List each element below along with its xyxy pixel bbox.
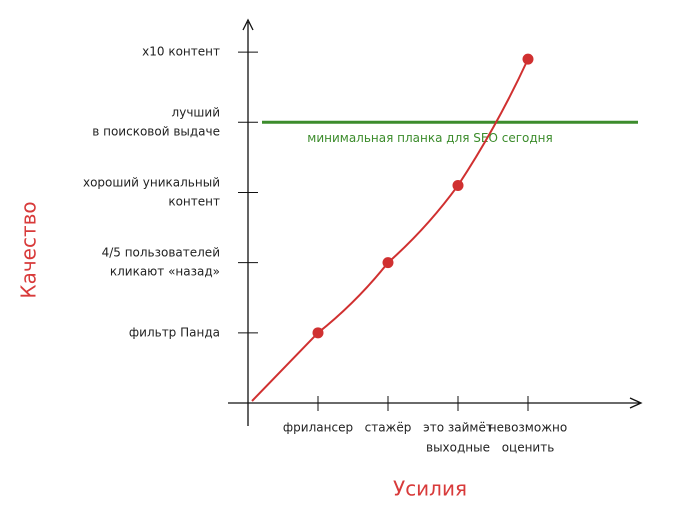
reference-label: минимальная планка для SEO сегодня: [307, 131, 552, 145]
y-axis-label: Качество: [17, 201, 41, 298]
curve-start: [251, 332, 319, 402]
y-tick-label: x10 контент: [142, 45, 220, 59]
x-arrow: [629, 397, 643, 409]
y-tick-label: в поисковой выдаче: [92, 124, 220, 138]
point: [522, 53, 534, 65]
y-tick-label: хороший уникальный: [83, 175, 220, 189]
point: [452, 179, 464, 191]
x-tick-label: стажёр: [365, 421, 412, 435]
x-tick-label: невозможно: [489, 421, 567, 435]
x-tick-label: фрилансер: [283, 421, 353, 435]
x-tick-label: выходные: [426, 441, 490, 455]
point: [382, 257, 394, 269]
line: [317, 58, 529, 334]
y-tick-label: лучший: [172, 105, 220, 119]
x-tick-label: это займёт: [423, 421, 493, 435]
y-tick-label: кликают «назад»: [110, 265, 220, 279]
y-tick-label: 4/5 пользователей: [102, 246, 220, 260]
x-axis-label: Усилия: [393, 477, 467, 501]
x-tick-label: оценить: [502, 441, 555, 455]
point: [312, 327, 324, 339]
y-arrow: [242, 18, 254, 31]
y-tick-label: фильтр Панда: [129, 325, 220, 339]
y-tick-label: контент: [168, 194, 220, 208]
